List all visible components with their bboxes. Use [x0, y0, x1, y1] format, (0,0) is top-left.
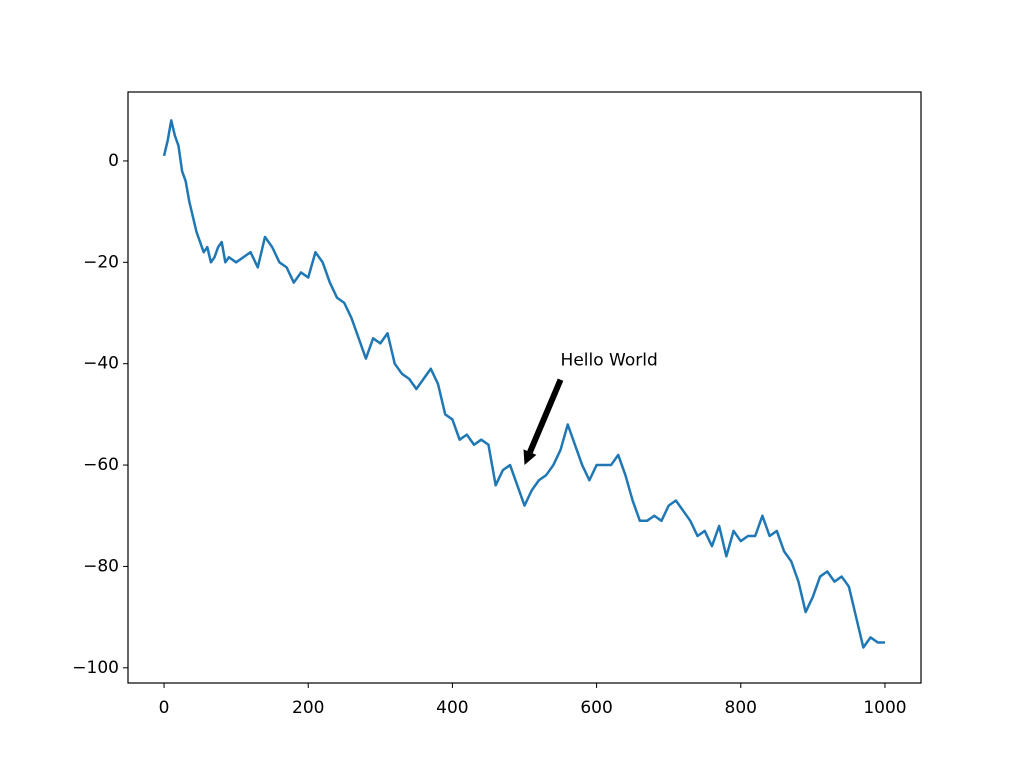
y-tick-label: −40: [83, 354, 119, 374]
x-tick-label: 800: [725, 698, 757, 718]
x-tick-label: 400: [436, 698, 468, 718]
annotation-arrow-shaft: [527, 378, 564, 454]
x-tick-label: 600: [580, 698, 612, 718]
plot-frame: [127, 91, 922, 684]
annotation-text: Hello World: [561, 351, 658, 371]
y-tick-label: −60: [83, 455, 119, 475]
y-tick-label: −100: [72, 658, 119, 678]
x-tick-label: 200: [292, 698, 324, 718]
y-tick-label: 0: [108, 151, 119, 171]
y-tick-label: −20: [83, 252, 119, 272]
data-line: [162, 119, 885, 649]
x-tick-label: 1000: [863, 698, 906, 718]
x-tick-label: 0: [159, 698, 170, 718]
annotation-arrow-head: [523, 449, 537, 466]
y-tick-label: −80: [83, 556, 119, 576]
